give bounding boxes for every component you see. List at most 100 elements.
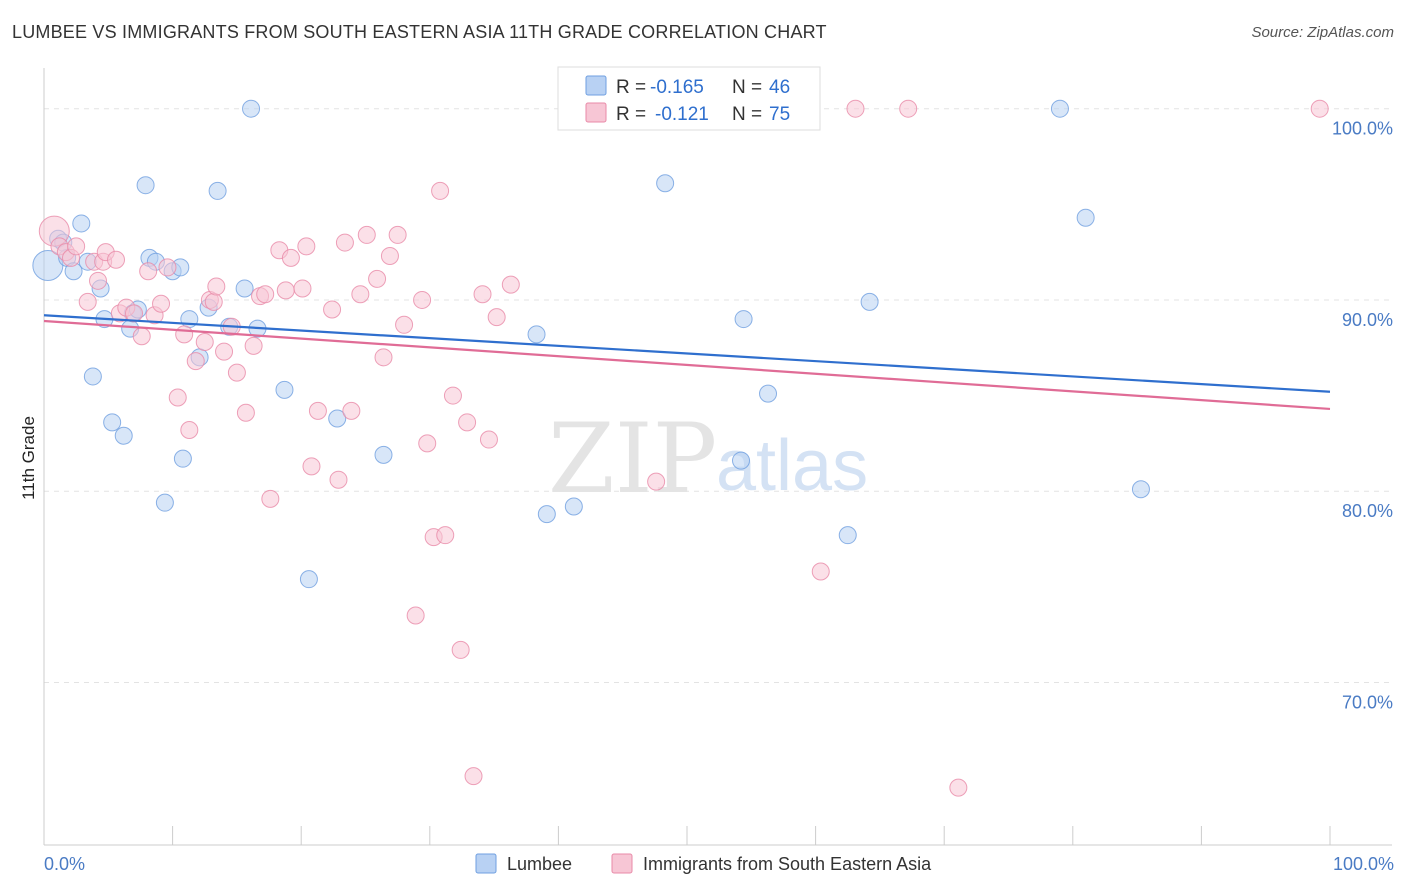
point-lumbee-15 <box>136 176 155 195</box>
point-lumbee-36 <box>564 497 583 516</box>
source-label: Source: ZipAtlas.com <box>1251 24 1394 41</box>
x-tick-max: 100.0% <box>1333 854 1394 874</box>
point-immigrants-52 <box>395 315 414 334</box>
point-immigrants-18 <box>158 258 177 277</box>
bottom-legend-label-lumbee: Lumbee <box>507 854 572 874</box>
point-lumbee-25 <box>208 181 227 200</box>
legend-n-value-lumbee: 46 <box>769 77 790 98</box>
point-immigrants-7 <box>89 271 108 290</box>
point-immigrants-49 <box>374 348 393 367</box>
point-lumbee-5 <box>72 214 91 233</box>
point-lumbee-32 <box>328 409 347 428</box>
point-immigrants-34 <box>261 489 280 508</box>
point-immigrants-60 <box>451 640 470 659</box>
point-lumbee-7 <box>83 367 102 386</box>
y-tick-label-0: 100.0% <box>1332 119 1393 139</box>
point-immigrants-47 <box>357 225 376 244</box>
point-lumbee-45 <box>1076 208 1095 227</box>
point-immigrants-63 <box>473 285 492 304</box>
point-immigrants-20 <box>175 325 194 344</box>
legend-n-label-immigrants: N = <box>732 104 762 125</box>
legend-r-value-immigrants: -0.121 <box>655 104 709 125</box>
watermark-zip: ZIP <box>548 403 717 515</box>
legend-swatch-lumbee <box>585 75 607 96</box>
point-immigrants-55 <box>418 434 437 453</box>
point-immigrants-30 <box>236 403 255 422</box>
legend-r-label-lumbee: R = <box>616 77 646 98</box>
point-immigrants-38 <box>293 279 312 298</box>
legend-r-label-immigrants: R = <box>616 104 646 125</box>
point-immigrants-50 <box>380 246 399 265</box>
point-immigrants-17 <box>152 294 171 313</box>
point-lumbee-40 <box>734 310 753 329</box>
point-immigrants-45 <box>342 401 361 420</box>
point-immigrants-39 <box>297 237 316 256</box>
trend-line-immigrants <box>43 319 1331 411</box>
point-immigrants-25 <box>204 292 223 311</box>
legend-n-value-immigrants: 75 <box>769 104 790 125</box>
point-immigrants-42 <box>323 300 342 319</box>
point-immigrants-48 <box>368 269 387 288</box>
point-immigrants-21 <box>180 420 199 439</box>
point-immigrants-5 <box>78 292 97 311</box>
point-immigrants-54 <box>413 290 432 309</box>
point-lumbee-35 <box>537 505 556 524</box>
point-immigrants-19 <box>168 388 187 407</box>
point-immigrants-13 <box>125 304 144 323</box>
bottom-legend-swatch-immigrants <box>611 853 633 874</box>
point-immigrants-43 <box>329 470 348 489</box>
point-immigrants-70 <box>846 99 865 118</box>
point-lumbee-30 <box>275 380 294 399</box>
point-immigrants-69 <box>811 562 830 581</box>
point-immigrants-72 <box>949 778 968 797</box>
point-immigrants-67 <box>647 472 666 491</box>
bottom-legend-label-immigrants: Immigrants from South Eastern Asia <box>643 854 932 874</box>
point-lumbee-34 <box>527 325 546 344</box>
chart-title: LUMBEE VS IMMIGRANTS FROM SOUTH EASTERN … <box>12 22 827 42</box>
point-immigrants-46 <box>351 285 370 304</box>
bottom-legend-swatch-lumbee <box>475 853 497 874</box>
point-lumbee-39 <box>732 451 751 470</box>
point-immigrants-14 <box>132 327 151 346</box>
point-immigrants-23 <box>195 333 214 352</box>
point-lumbee-43 <box>860 292 879 311</box>
trend-line-lumbee <box>43 314 1331 393</box>
point-lumbee-44 <box>1050 99 1069 118</box>
point-immigrants-71 <box>899 99 918 118</box>
point-immigrants-22 <box>186 352 205 371</box>
point-immigrants-37 <box>281 248 300 267</box>
point-immigrants-41 <box>308 401 327 420</box>
legend-r-value-lumbee: -0.165 <box>650 77 704 98</box>
y-tick-labels: 100.0% 90.0% 80.0% 70.0% <box>1332 119 1393 713</box>
legend-n-label-lumbee: N = <box>732 77 762 98</box>
y-tick-label-3: 70.0% <box>1342 692 1393 712</box>
point-lumbee-27 <box>235 279 254 298</box>
point-lumbee-10 <box>103 413 122 432</box>
point-immigrants-44 <box>335 233 354 252</box>
point-immigrants-73 <box>1310 99 1329 118</box>
point-immigrants-58 <box>436 526 455 545</box>
point-lumbee-28 <box>242 99 261 118</box>
point-immigrants-57 <box>431 181 450 200</box>
point-immigrants-53 <box>406 606 425 625</box>
point-immigrants-62 <box>464 767 483 786</box>
gridlines <box>44 108 1392 683</box>
point-lumbee-41 <box>759 384 778 403</box>
point-immigrants-66 <box>501 275 520 294</box>
point-immigrants-15 <box>139 262 158 281</box>
point-lumbee-46 <box>1131 480 1150 499</box>
point-immigrants-61 <box>458 413 477 432</box>
y-tick-label-1: 90.0% <box>1342 310 1393 330</box>
point-immigrants-27 <box>215 342 234 361</box>
point-lumbee-31 <box>299 570 318 589</box>
point-lumbee-38 <box>656 174 675 193</box>
point-lumbee-42 <box>838 526 857 545</box>
point-immigrants-51 <box>388 225 407 244</box>
point-immigrants-10 <box>107 250 126 269</box>
point-immigrants-26 <box>207 277 226 296</box>
axes <box>43 68 1392 846</box>
point-immigrants-33 <box>256 285 275 304</box>
point-immigrants-59 <box>443 386 462 405</box>
point-immigrants-40 <box>302 457 321 476</box>
